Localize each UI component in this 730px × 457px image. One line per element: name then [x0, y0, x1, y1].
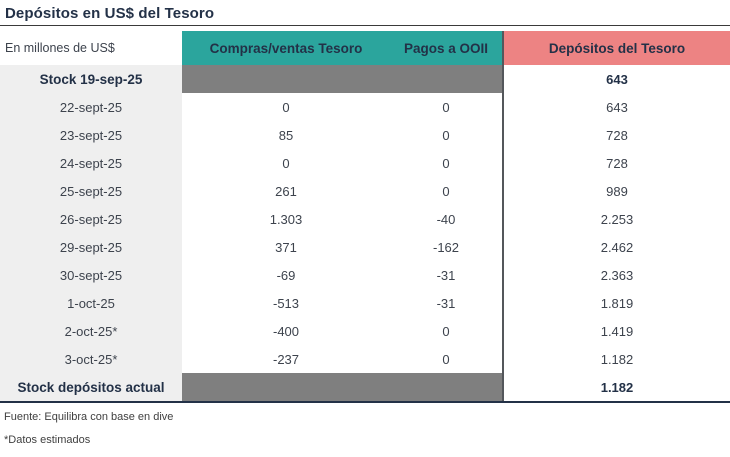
table-row: 22-sept-25 0 0 643 — [0, 93, 730, 121]
cell-pagos-ooii — [390, 373, 502, 401]
cell-pagos-ooii — [390, 65, 502, 93]
row-date-label: Stock 19-sep-25 — [0, 65, 182, 93]
cell-compras-ventas: -237 — [272, 351, 300, 367]
cell-compras-ventas: -513 — [272, 295, 300, 311]
table-row: 30-sept-25 -69 -31 2.363 — [0, 261, 730, 289]
row-date-label: 29-sept-25 — [0, 233, 182, 261]
cell-depositos: 2.253 — [502, 205, 730, 233]
deposits-table-figure: Depósitos en US$ del Tesoro En millones … — [0, 0, 730, 446]
cell-pagos-ooii: 0 — [442, 351, 450, 367]
row-date-label: 25-sept-25 — [0, 177, 182, 205]
cell-depositos: 1.419 — [502, 317, 730, 345]
cell-compras-ventas: 0 — [282, 155, 290, 171]
cell-pagos-ooii: -162 — [432, 239, 460, 255]
page-title: Depósitos en US$ del Tesoro — [0, 0, 730, 26]
cell-compras-ventas: 1.303 — [269, 211, 303, 227]
table-body: Stock 19-sep-25 643 22-sept-25 0 0 643 2… — [0, 65, 730, 401]
cell-depositos: 1.819 — [502, 289, 730, 317]
cell-depositos: 989 — [502, 177, 730, 205]
row-date-label: 23-sept-25 — [0, 121, 182, 149]
cell-pagos-ooii: 0 — [442, 127, 450, 143]
table-row: Stock 19-sep-25 643 — [0, 65, 730, 93]
table-bottom-border — [0, 401, 730, 403]
table-row: 3-oct-25* -237 0 1.182 — [0, 345, 730, 373]
cell-pagos-ooii: -31 — [436, 267, 456, 283]
table-row: 1-oct-25 -513 -31 1.819 — [0, 289, 730, 317]
cell-compras-ventas: 85 — [278, 127, 294, 143]
column-header-depositos: Depósitos del Tesoro — [502, 31, 730, 65]
cell-depositos: 1.182 — [502, 345, 730, 373]
cell-compras-ventas: 371 — [275, 239, 297, 255]
cell-pagos-ooii: -31 — [436, 295, 456, 311]
table-row: Stock depósitos actual 1.182 — [0, 373, 730, 401]
cell-depositos: 1.182 — [502, 373, 730, 401]
table-row: 26-sept-25 1.303 -40 2.253 — [0, 205, 730, 233]
row-date-label: 24-sept-25 — [0, 149, 182, 177]
cell-depositos: 2.363 — [502, 261, 730, 289]
unit-label: En millones de US$ — [0, 31, 182, 65]
cell-pagos-ooii: -40 — [436, 211, 456, 227]
row-date-label: 2-oct-25* — [0, 317, 182, 345]
cell-compras-ventas — [182, 373, 390, 401]
table-row: 29-sept-25 371 -162 2.462 — [0, 233, 730, 261]
estimate-note: *Datos estimados — [4, 434, 91, 446]
cell-pagos-ooii: 0 — [442, 183, 450, 199]
cell-pagos-ooii: 0 — [442, 155, 450, 171]
table-header-row: En millones de US$ Compras/ventas Tesoro… — [0, 31, 730, 65]
cell-pagos-ooii: 0 — [442, 99, 450, 115]
cell-compras-ventas: 261 — [275, 183, 297, 199]
cell-depositos: 728 — [502, 149, 730, 177]
cell-compras-ventas: -400 — [272, 323, 300, 339]
cell-depositos: 2.462 — [502, 233, 730, 261]
deposits-table: En millones de US$ Compras/ventas Tesoro… — [0, 31, 730, 403]
row-date-label: 3-oct-25* — [0, 345, 182, 373]
cell-pagos-ooii: 0 — [442, 323, 450, 339]
cell-compras-ventas — [182, 65, 390, 93]
table-row: 25-sept-25 261 0 989 — [0, 177, 730, 205]
cell-depositos: 728 — [502, 121, 730, 149]
column-header-pagos-ooii: Pagos a OOII — [390, 31, 502, 65]
cell-depositos: 643 — [502, 93, 730, 121]
source-note: Fuente: Equilibra con base en dive — [4, 411, 174, 423]
row-date-label: 22-sept-25 — [0, 93, 182, 121]
table-row: 23-sept-25 85 0 728 — [0, 121, 730, 149]
column-header-compras-ventas: Compras/ventas Tesoro — [182, 31, 390, 65]
row-date-label: 1-oct-25 — [0, 289, 182, 317]
cell-compras-ventas: 0 — [282, 99, 290, 115]
cell-compras-ventas: -69 — [276, 267, 296, 283]
row-date-label: 30-sept-25 — [0, 261, 182, 289]
row-date-label: Stock depósitos actual — [0, 373, 182, 401]
table-row: 2-oct-25* -400 0 1.419 — [0, 317, 730, 345]
row-date-label: 26-sept-25 — [0, 205, 182, 233]
table-row: 24-sept-25 0 0 728 — [0, 149, 730, 177]
cell-depositos: 643 — [502, 65, 730, 93]
